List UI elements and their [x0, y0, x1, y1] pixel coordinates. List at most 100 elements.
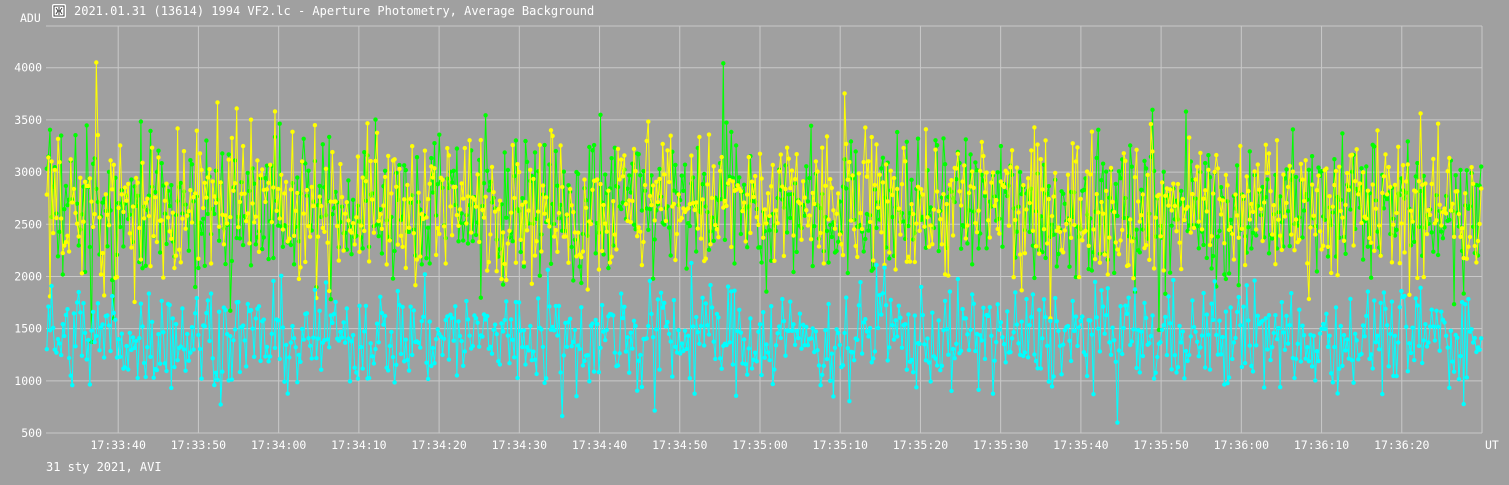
data-point: [808, 237, 814, 242]
data-point: [418, 254, 423, 259]
data-point: [461, 196, 466, 201]
data-point: [510, 337, 515, 342]
data-point: [151, 233, 156, 239]
data-point: [362, 329, 367, 334]
data-point: [807, 213, 812, 218]
data-point: [133, 338, 139, 344]
data-point: [654, 327, 659, 332]
data-point: [799, 237, 804, 242]
data-point: [805, 223, 811, 228]
data-point: [1317, 229, 1323, 234]
data-point: [1009, 336, 1015, 341]
data-point: [1394, 373, 1399, 379]
data-point: [197, 151, 203, 156]
data-point: [765, 191, 771, 196]
data-point: [963, 236, 968, 241]
data-point: [1372, 144, 1377, 149]
data-point: [883, 303, 889, 308]
data-point: [566, 320, 571, 325]
data-point: [352, 365, 357, 370]
data-point: [180, 216, 185, 221]
data-point: [1140, 192, 1146, 197]
data-point: [1376, 223, 1382, 228]
data-point: [384, 262, 389, 267]
data-point: [65, 233, 70, 238]
data-point: [518, 237, 523, 242]
data-point: [1011, 275, 1016, 280]
data-point: [114, 252, 120, 257]
data-point: [119, 331, 125, 336]
data-point: [224, 221, 230, 226]
data-point: [1316, 358, 1321, 364]
data-point: [277, 121, 282, 126]
data-point: [615, 184, 621, 190]
data-point: [741, 200, 747, 205]
data-point: [909, 177, 914, 182]
data-point: [730, 362, 736, 367]
data-point: [212, 194, 217, 199]
data-point: [866, 334, 871, 339]
data-point: [612, 350, 617, 355]
data-point: [430, 190, 436, 195]
data-point: [480, 207, 485, 213]
data-point: [1281, 172, 1286, 177]
data-point: [358, 223, 364, 228]
data-point: [1072, 222, 1077, 228]
data-point: [694, 314, 699, 320]
data-point: [82, 179, 88, 184]
data-point: [138, 257, 144, 262]
data-point: [695, 226, 700, 231]
data-point: [1330, 204, 1336, 209]
data-point: [1287, 243, 1292, 249]
data-point: [706, 332, 712, 337]
data-point: [1386, 364, 1391, 369]
data-point: [552, 234, 557, 239]
app-icon[interactable]: [52, 4, 66, 18]
data-point: [1226, 375, 1232, 380]
data-point: [553, 303, 558, 309]
data-point: [1391, 222, 1396, 227]
data-point: [1249, 201, 1254, 207]
x-tick-label: 17:34:30: [492, 438, 547, 452]
data-point: [1215, 352, 1221, 357]
data-point: [480, 334, 485, 339]
data-point: [915, 136, 921, 141]
data-point: [542, 142, 547, 148]
data-point: [216, 238, 222, 243]
data-point: [1270, 344, 1275, 350]
data-point: [456, 239, 461, 244]
data-point: [149, 319, 155, 325]
data-point: [917, 228, 922, 233]
data-point: [505, 241, 511, 246]
data-point: [221, 226, 227, 231]
data-point: [650, 335, 656, 340]
data-point: [371, 361, 377, 366]
data-point: [682, 328, 688, 333]
data-point: [453, 184, 458, 190]
data-point: [1434, 308, 1439, 313]
data-point: [934, 363, 940, 368]
data-point: [237, 369, 243, 375]
data-point: [821, 261, 826, 266]
data-point: [499, 276, 504, 282]
data-point: [1360, 323, 1366, 328]
data-point: [389, 329, 394, 335]
data-point: [775, 195, 780, 201]
data-point: [491, 327, 496, 332]
data-point: [1424, 231, 1430, 237]
data-point: [237, 236, 243, 241]
data-point: [419, 262, 424, 267]
data-point: [1051, 232, 1056, 237]
data-point: [960, 179, 965, 184]
data-point: [1274, 337, 1280, 342]
data-point: [394, 184, 399, 189]
data-point: [571, 278, 576, 283]
data-point: [252, 220, 257, 225]
data-point: [65, 203, 70, 208]
data-point: [252, 181, 257, 186]
data-point: [824, 356, 830, 362]
data-point: [1049, 213, 1055, 219]
data-point: [416, 340, 421, 345]
data-point: [1426, 207, 1431, 213]
data-point: [418, 345, 423, 350]
